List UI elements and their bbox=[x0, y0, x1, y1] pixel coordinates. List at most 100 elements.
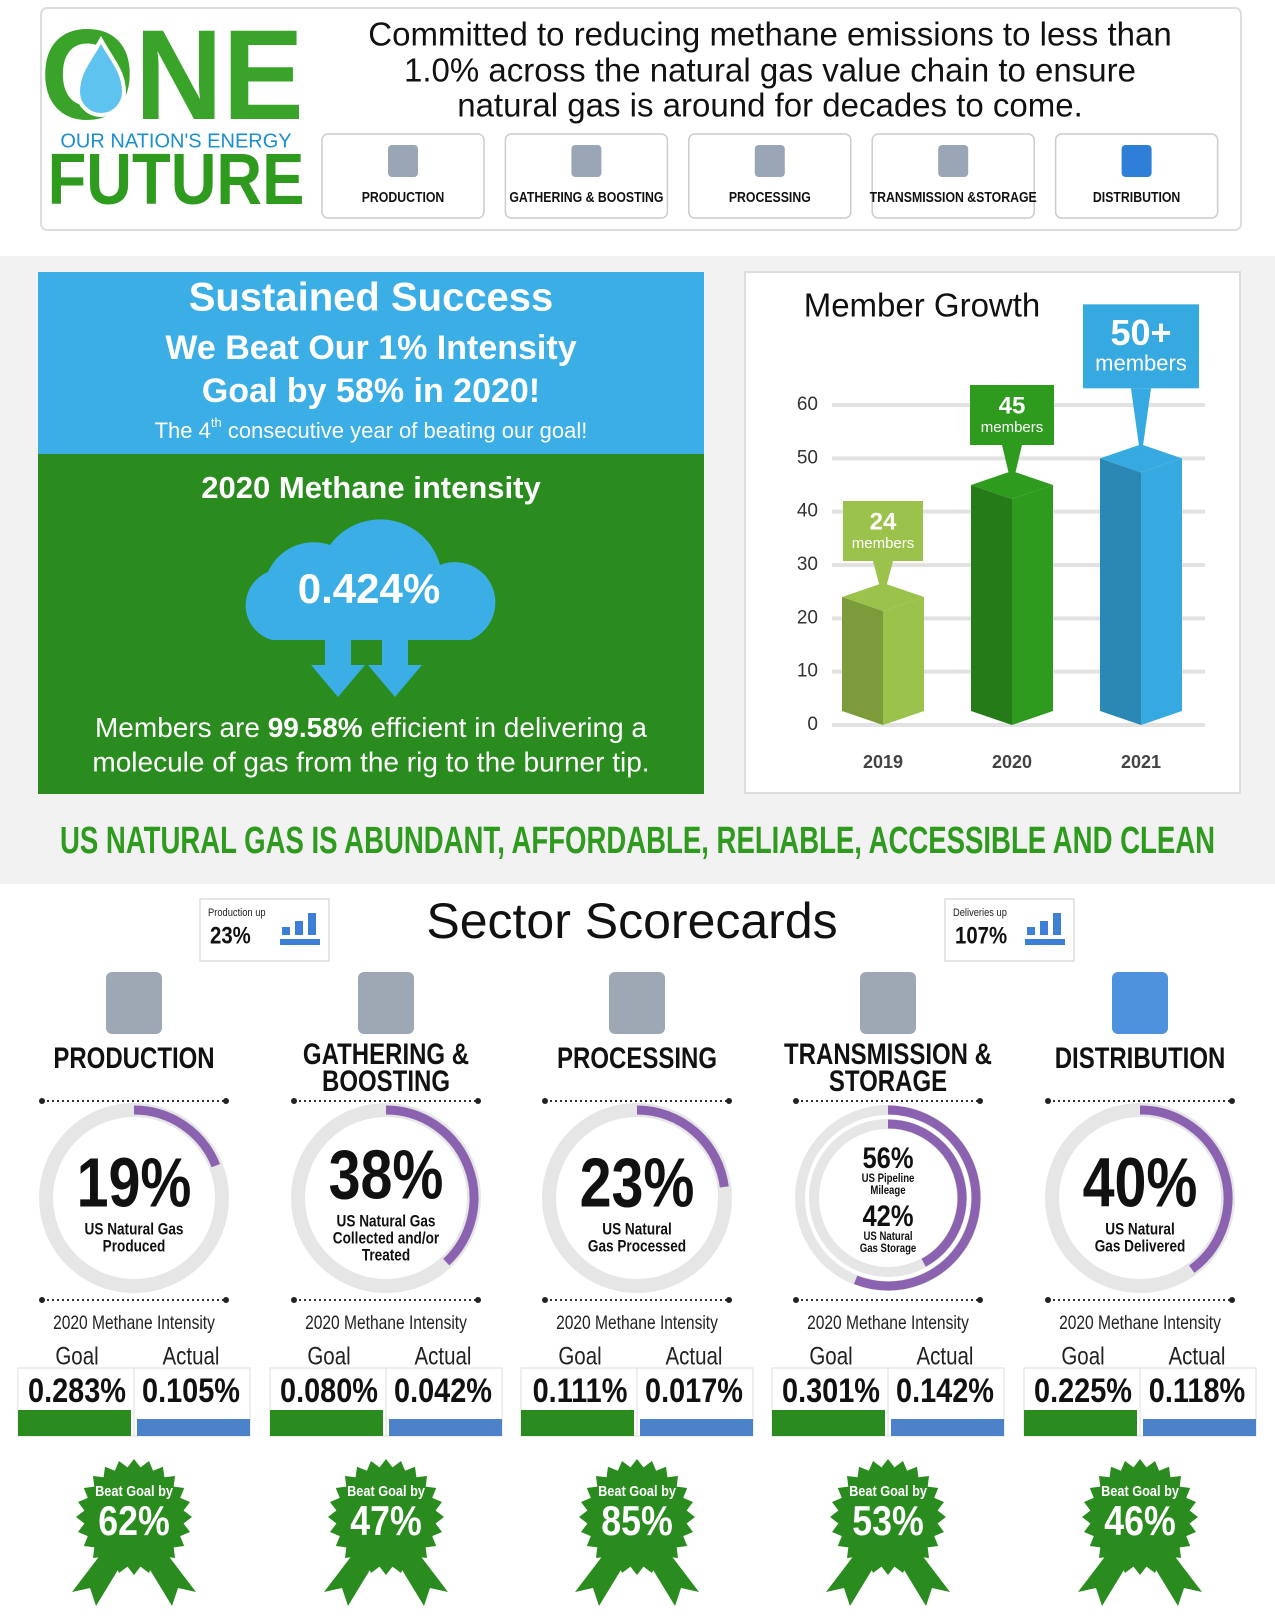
dot bbox=[475, 1098, 481, 1104]
actual-value: 0.118% bbox=[1149, 1371, 1245, 1410]
sector-name: PRODUCTION bbox=[53, 1040, 214, 1074]
dot bbox=[475, 1297, 481, 1303]
actual-bar bbox=[891, 1419, 1004, 1436]
efficiency-part: Members are bbox=[95, 712, 268, 743]
rosette bbox=[830, 1459, 946, 1575]
ring-arc bbox=[133, 1105, 221, 1168]
actual-value: 0.105% bbox=[142, 1371, 240, 1410]
sector-name: DISTRIBUTION bbox=[1055, 1040, 1226, 1074]
beat-value: 47% bbox=[350, 1498, 421, 1544]
y-tick-label: 30 bbox=[797, 554, 818, 575]
sector-name: STORAGE bbox=[829, 1063, 947, 1097]
rosette bbox=[328, 1459, 444, 1575]
ring-caption: Treated bbox=[362, 1246, 410, 1265]
ring-arc bbox=[385, 1105, 479, 1266]
segment-icon bbox=[388, 145, 418, 177]
bar-front bbox=[842, 597, 883, 725]
ring-caption: Gas Delivered bbox=[1095, 1237, 1186, 1256]
beat-value: 53% bbox=[852, 1498, 923, 1544]
callout bbox=[970, 385, 1054, 445]
badge-label: Deliveries up bbox=[953, 907, 1007, 919]
ring-value: 56% bbox=[862, 1141, 913, 1174]
goal-label: Goal bbox=[558, 1342, 601, 1370]
goal-value: 0.301% bbox=[782, 1371, 880, 1410]
ring-caption: Mileage bbox=[870, 1184, 905, 1197]
bar-side bbox=[1141, 458, 1182, 725]
bar-side bbox=[1012, 485, 1053, 725]
goal-bar bbox=[521, 1410, 634, 1436]
y-tick-label: 20 bbox=[797, 607, 818, 628]
dot bbox=[223, 1297, 229, 1303]
ring-caption: Collected and/or bbox=[333, 1229, 439, 1248]
rosette bbox=[1082, 1459, 1198, 1575]
y-tick-label: 0 bbox=[807, 714, 818, 735]
note-part: th bbox=[211, 415, 222, 430]
success-subtitle: We Beat Our 1% Intensity bbox=[165, 329, 576, 367]
callout bbox=[1083, 304, 1199, 389]
goal-label: Goal bbox=[1061, 1342, 1104, 1370]
ring-caption: US Natural bbox=[863, 1230, 912, 1243]
note-part: consecutive year of beating our goal! bbox=[222, 418, 588, 443]
intensity-label: 2020 Methane Intensity bbox=[556, 1312, 718, 1334]
beat-value: 85% bbox=[601, 1498, 672, 1544]
beat-label: Beat Goal by bbox=[347, 1482, 425, 1499]
segment-icon bbox=[754, 145, 785, 177]
intensity-value: 0.424% bbox=[298, 565, 440, 612]
cloud bbox=[245, 519, 496, 640]
actual-label: Actual bbox=[666, 1342, 723, 1370]
ring-value: 40% bbox=[1083, 1143, 1198, 1222]
beat-label: Beat Goal by bbox=[598, 1482, 676, 1499]
actual-label: Actual bbox=[415, 1342, 472, 1370]
actual-label: Actual bbox=[1169, 1342, 1226, 1370]
efficiency-part: 99.58% bbox=[268, 712, 363, 743]
callout-pointer bbox=[1002, 445, 1022, 487]
dot bbox=[223, 1098, 229, 1104]
badge-value: 23% bbox=[210, 922, 251, 949]
dot bbox=[291, 1098, 297, 1104]
headline: Committed to reducing methane emissions … bbox=[368, 16, 1171, 53]
goal-label: Goal bbox=[55, 1342, 98, 1370]
y-tick-label: 40 bbox=[797, 501, 818, 522]
bar-front bbox=[1100, 458, 1141, 725]
logo-drop bbox=[75, 35, 127, 117]
segment-icon bbox=[571, 145, 602, 177]
ring-caption: US Natural bbox=[602, 1220, 671, 1239]
goal-bar bbox=[772, 1410, 885, 1436]
badge-value: 107% bbox=[955, 922, 1007, 949]
rosette bbox=[579, 1459, 695, 1575]
segment-label: DISTRIBUTION bbox=[1093, 189, 1180, 205]
dot bbox=[726, 1297, 732, 1303]
dot bbox=[977, 1297, 983, 1303]
dot bbox=[726, 1098, 732, 1104]
efficiency: molecule of gas from the rig to the burn… bbox=[92, 746, 649, 777]
callout-value: 45 bbox=[999, 393, 1026, 420]
callout-value: 50+ bbox=[1110, 312, 1171, 353]
success-panel bbox=[38, 272, 704, 454]
actual-label: Actual bbox=[917, 1342, 974, 1370]
callout bbox=[843, 501, 923, 561]
sector-icon bbox=[106, 972, 162, 1034]
ring-caption: US Pipeline bbox=[862, 1172, 915, 1185]
success-note: The 4th consecutive year of beating our … bbox=[155, 415, 588, 442]
ring-caption: Produced bbox=[103, 1237, 166, 1256]
actual-bar bbox=[1143, 1419, 1256, 1436]
chart-title: Member Growth bbox=[804, 287, 1041, 324]
goal-value: 0.225% bbox=[1034, 1371, 1132, 1410]
segment-icon bbox=[938, 145, 969, 177]
bar-side bbox=[883, 597, 924, 725]
goal-bar bbox=[18, 1410, 131, 1436]
dot bbox=[542, 1297, 548, 1303]
dot bbox=[1045, 1297, 1051, 1303]
scorecards-title: Sector Scorecards bbox=[426, 893, 837, 949]
badge bbox=[944, 898, 1075, 962]
y-tick-label: 50 bbox=[797, 447, 818, 468]
ring-arc bbox=[887, 1119, 967, 1267]
dot bbox=[291, 1297, 297, 1303]
callout-unit: members bbox=[981, 419, 1044, 436]
dot bbox=[1229, 1098, 1235, 1104]
beat-value: 46% bbox=[1104, 1498, 1175, 1544]
intensity-label: 2020 Methane Intensity bbox=[807, 1312, 969, 1334]
intensity-label: 2020 Methane Intensity bbox=[305, 1312, 467, 1334]
actual-bar bbox=[389, 1419, 502, 1436]
x-tick-label: 2019 bbox=[863, 752, 903, 772]
